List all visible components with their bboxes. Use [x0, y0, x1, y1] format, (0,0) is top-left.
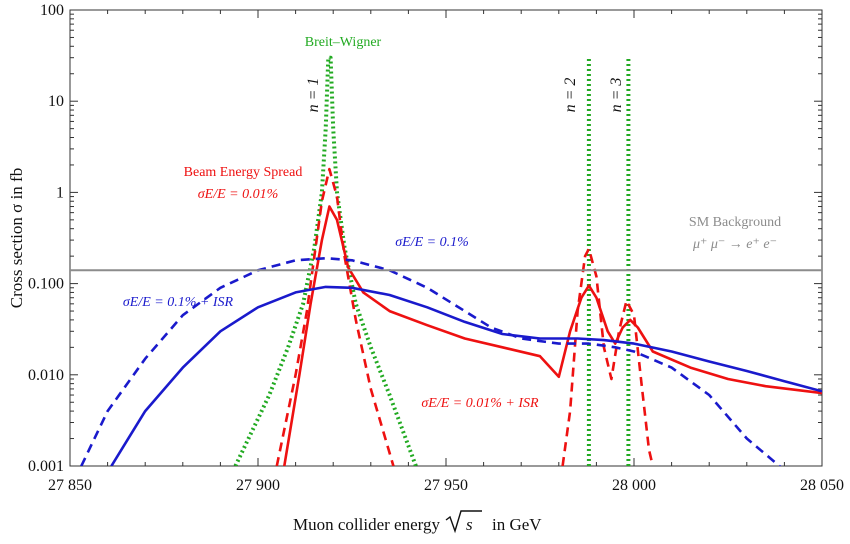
x-tick-label: 27 950: [424, 477, 468, 494]
n1-label: n = 1: [305, 78, 322, 113]
y-tick-label: 0.100: [28, 276, 64, 293]
n2-label: n = 2: [562, 78, 579, 113]
x-tick-label: 27 850: [48, 477, 92, 494]
curves: [70, 55, 822, 466]
x-axis-symbol: s: [466, 515, 473, 534]
x-axis-unit: in GeV: [492, 515, 542, 534]
sm-background-title: SM Background: [689, 215, 781, 230]
breit-wigner-label: Breit–Wigner: [305, 35, 382, 50]
spread-01-label: σE/E = 0.1%: [395, 235, 469, 250]
y-tick-label: 100: [40, 2, 64, 19]
y-tick-label: 0.010: [28, 367, 64, 384]
spread-001-isr-label: σE/E = 0.01% + ISR: [421, 396, 539, 411]
series-spread-01: [80, 256, 782, 466]
y-tick-label: 1: [56, 184, 64, 201]
series-spread-01-isr: [110, 285, 822, 466]
x-tick-label: 28 050: [800, 477, 844, 494]
spread-001-label: σE/E = 0.01%: [198, 187, 279, 202]
y-tick-label: 10: [48, 93, 64, 110]
x-tick-label: 27 900: [236, 477, 280, 494]
sm-background-process: μ⁺ μ⁻ → e⁺ e⁻: [692, 237, 777, 252]
sqrt-sign: [445, 510, 482, 534]
series-spread-001: [275, 167, 655, 466]
x-axis-title: Muon collider energy s in GeV: [293, 510, 542, 534]
series-bw: [233, 55, 418, 466]
x-axis-label: Muon collider energy: [293, 515, 440, 534]
n3-label: n = 3: [608, 78, 625, 113]
series-spread-001-isr: [283, 205, 822, 466]
y-tick-label: 0.001: [28, 458, 64, 475]
y-axis-title: Cross section σ in fb: [7, 168, 26, 308]
spread-01-isr-label: σE/E = 0.1% + ISR: [123, 295, 234, 310]
x-tick-label: 28 000: [612, 477, 656, 494]
axis-ticks: 27 850 27 900 27 950 28 000 28 050 0.001 0.010…: [28, 2, 844, 494]
beam-spread-title: Beam Energy Spread: [184, 165, 303, 180]
